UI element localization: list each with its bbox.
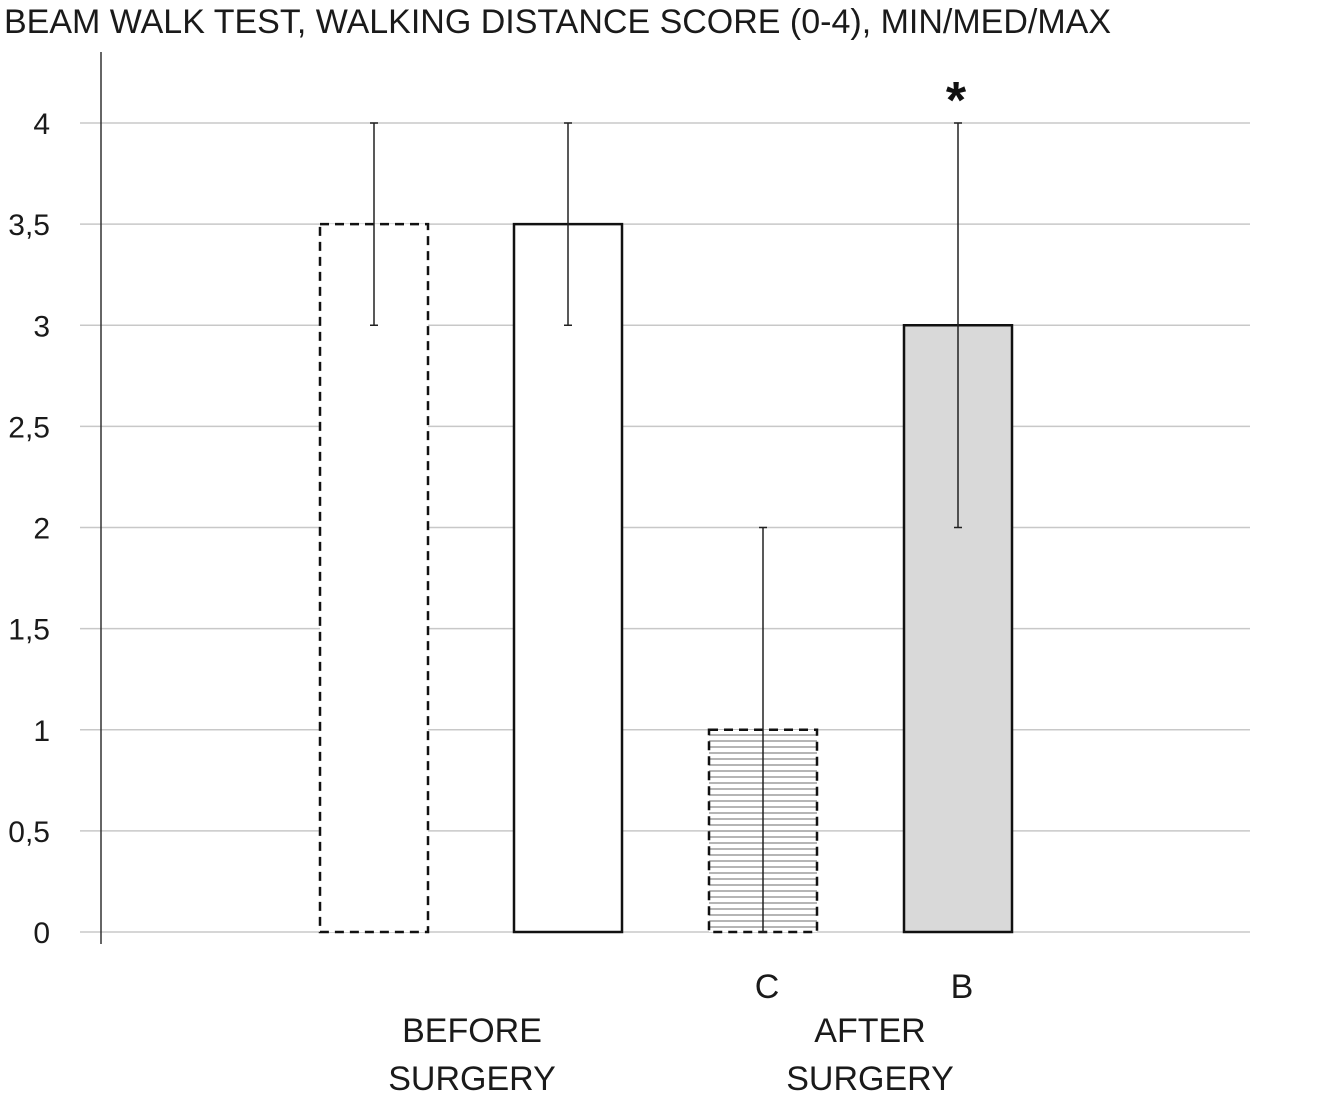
error-bars (370, 122, 962, 933)
category-labels: C B * BEFORE SURGERY AFTER SURGERY (388, 72, 973, 1094)
bar-label: B (951, 968, 974, 1006)
group-label-line1: BEFORE (402, 1012, 542, 1050)
y-tick-label: 2 (33, 513, 50, 546)
y-tick-label: 4 (33, 108, 50, 141)
significance-marker: * (946, 72, 967, 130)
group-label-line2: SURGERY (786, 1060, 954, 1094)
bar-label: C (755, 968, 780, 1006)
chart-title: BEAM WALK TEST, WALKING DISTANCE SCORE (… (4, 3, 1111, 41)
gridlines (80, 122, 1250, 933)
y-tick-label: 0 (33, 917, 50, 950)
group-label-line2: SURGERY (388, 1060, 556, 1094)
bar (512, 222, 624, 934)
bars (318, 222, 1014, 934)
y-tick-label: 0,5 (8, 816, 50, 849)
bar (318, 222, 430, 934)
y-tick-label: 1,5 (8, 614, 50, 647)
y-tick-label: 3 (33, 310, 50, 343)
group-label-line1: AFTER (814, 1012, 925, 1050)
y-tick-label: 2,5 (8, 411, 50, 444)
y-tick-label: 3,5 (8, 209, 50, 242)
y-axis-tick-labels: 0 0,5 1 1,5 2 2,5 3 3,5 4 (8, 108, 50, 950)
y-tick-label: 1 (33, 715, 50, 748)
